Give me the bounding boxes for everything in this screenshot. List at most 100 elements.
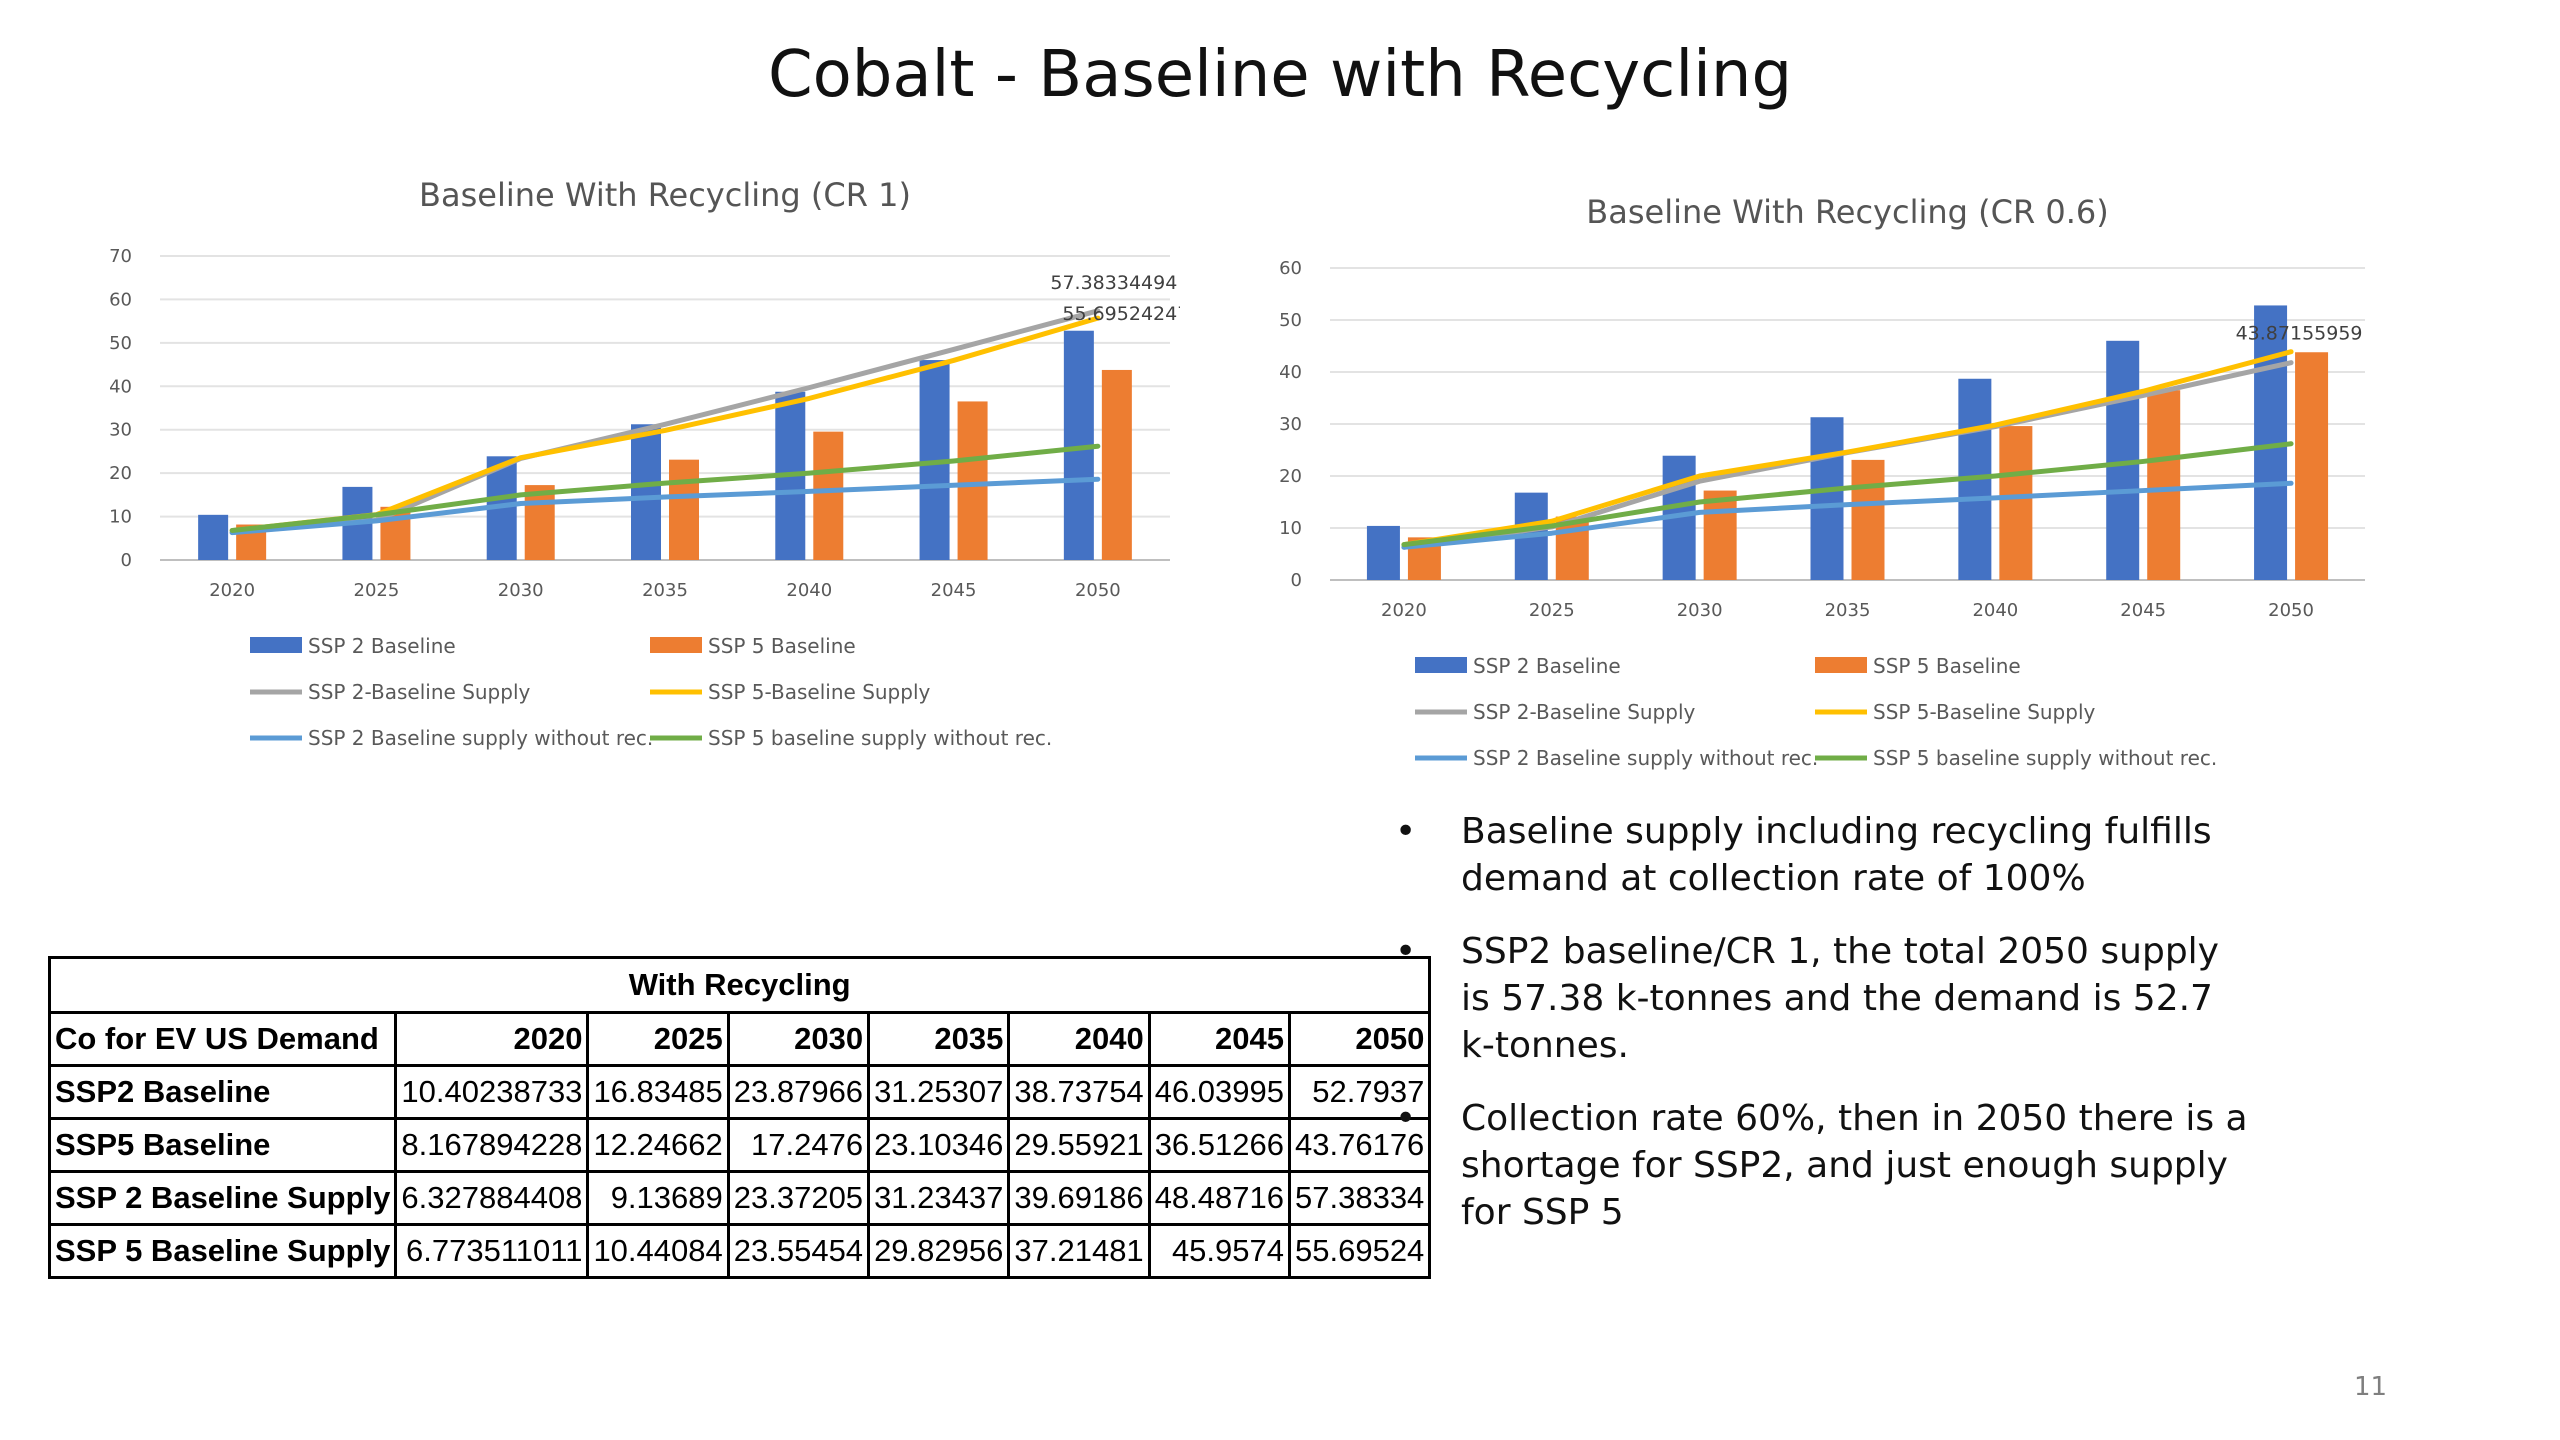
- table-row: SSP5 Baseline 8.167894228 12.24662 17.2476 2…: [47, 1117, 1432, 1173]
- table-header-year: 2045: [1147, 1011, 1292, 1067]
- bullet-text: SSP2 baseline/CR 1, the total 2050 suppl…: [1461, 931, 2219, 1066]
- table-cell: 8.167894228: [394, 1117, 590, 1173]
- table-header-year: 2025: [586, 1011, 730, 1067]
- table-cell: 36.51266: [1147, 1117, 1292, 1173]
- bullet-marker: •: [1395, 1098, 1417, 1139]
- table-header-row: Co for EV US Demand 2020 2025 2030 2035 2040 2…: [47, 1011, 1432, 1067]
- y-tick-label: 60: [109, 289, 132, 310]
- table-cell: 29.82956: [867, 1223, 1011, 1279]
- legend-label: SSP 2 Baseline supply without rec.: [308, 726, 653, 750]
- y-tick-label: 60: [1279, 258, 1302, 279]
- table-header-year: 2035: [867, 1011, 1011, 1067]
- series-line: [1401, 441, 2294, 548]
- y-tick-label: 0: [1291, 570, 1302, 591]
- legend-label: SSP 2-Baseline Supply: [1473, 700, 1696, 724]
- bar: [1101, 369, 1132, 560]
- bar: [198, 514, 229, 560]
- data-label: 57.38334494: [1050, 272, 1177, 294]
- bar: [631, 424, 661, 560]
- bullet-list: • Baseline supply including recycling ful…: [1395, 808, 2255, 1262]
- y-tick-label: 30: [1279, 414, 1302, 435]
- legend-swatch: [1415, 657, 1467, 673]
- bullet-text: Baseline supply including recycling fulf…: [1461, 811, 2212, 899]
- table-cell: 23.10346: [867, 1117, 1011, 1173]
- table-row-label: SSP2 Baseline: [47, 1064, 398, 1120]
- legend-label: SSP 5 Baseline: [708, 634, 856, 658]
- y-tick-label: 30: [109, 420, 132, 441]
- table-cell: 38.73754: [1007, 1064, 1151, 1120]
- slide-title: Cobalt - Baseline with Recycling: [767, 38, 1793, 112]
- y-tick-label: 70: [109, 246, 132, 267]
- bar: [524, 485, 555, 560]
- data-label: 55.69524247: [1062, 303, 1180, 325]
- bullet-marker: •: [1395, 931, 1417, 972]
- table-row-label: SSP 5 Baseline Supply: [47, 1223, 398, 1279]
- table-cell: 6.327884408: [394, 1170, 590, 1226]
- table-cell: 55.69524: [1287, 1223, 1432, 1279]
- table-header-year: 2020: [394, 1011, 590, 1067]
- y-tick-label: 20: [1279, 466, 1302, 487]
- table-cell: 23.87966: [726, 1064, 871, 1120]
- legend-swatch: [650, 637, 702, 653]
- x-tick-label: 2045: [931, 580, 977, 601]
- bar: [669, 459, 699, 560]
- legend-swatch: [1815, 657, 1867, 673]
- legend-swatch: [250, 637, 302, 653]
- table-row: SSP2 Baseline 10.40238733 16.83485 23.87966…: [47, 1064, 1432, 1120]
- table-cell: 29.55921: [1007, 1117, 1151, 1173]
- legend-label: SSP 2 Baseline supply without rec.: [1473, 746, 1818, 770]
- bullet-item: • Collection rate 60%, then in 2050 there…: [1395, 1095, 2255, 1236]
- x-tick-label: 2025: [1529, 600, 1575, 621]
- table-row: SSP 5 Baseline Supply 6.773511011 10.44084…: [47, 1223, 1432, 1279]
- table-cell: 16.83485: [586, 1064, 730, 1120]
- bar: [1999, 426, 2033, 580]
- x-tick-label: 2040: [786, 580, 832, 601]
- legend-label: SSP 2 Baseline: [308, 634, 456, 658]
- x-tick-label: 2050: [2268, 600, 2314, 621]
- table-cell: 57.38334: [1287, 1170, 1432, 1226]
- legend-label: SSP 5-Baseline Supply: [708, 680, 931, 704]
- legend-label: SSP 5 baseline supply without rec.: [1873, 746, 2217, 770]
- y-tick-label: 10: [109, 507, 132, 528]
- table-row-label: SSP5 Baseline: [47, 1117, 398, 1173]
- table-cell: 37.21481: [1007, 1223, 1151, 1279]
- bullet-marker: •: [1395, 811, 1417, 852]
- table-header-year: 2050: [1287, 1011, 1432, 1067]
- x-tick-label: 2035: [642, 580, 688, 601]
- table-cell: 46.03995: [1147, 1064, 1292, 1120]
- y-tick-label: 40: [1279, 362, 1302, 383]
- x-tick-label: 2045: [2120, 600, 2166, 621]
- bar: [1810, 417, 1844, 580]
- x-tick-label: 2050: [1075, 580, 1121, 601]
- table-header-year: 2040: [1007, 1011, 1151, 1067]
- bar: [957, 401, 988, 560]
- bullet-item: • Baseline supply including recycling ful…: [1395, 808, 2255, 902]
- table-row-label: SSP 2 Baseline Supply: [47, 1170, 398, 1226]
- data-label: 43.87155959: [2236, 323, 2363, 345]
- series-line: [1401, 480, 2294, 550]
- table-cell: 43.76176: [1287, 1117, 1432, 1173]
- chart-cr06-svg: Baseline With Recycling (CR 0.6)01020304…: [1279, 193, 2365, 770]
- y-tick-label: 20: [109, 463, 132, 484]
- y-tick-label: 50: [109, 333, 132, 354]
- y-tick-label: 40: [109, 376, 132, 397]
- legend-label: SSP 5 Baseline: [1873, 654, 2021, 678]
- table-cell: 6.773511011: [394, 1223, 590, 1279]
- table-cell: 23.37205: [726, 1170, 871, 1226]
- bar: [1851, 459, 1885, 580]
- x-tick-label: 2020: [209, 580, 255, 601]
- legend-label: SSP 2-Baseline Supply: [308, 680, 531, 704]
- table-cell: 48.48716: [1147, 1170, 1292, 1226]
- series-line: [1401, 349, 2294, 548]
- table-header-label: Co for EV US Demand: [47, 1011, 398, 1067]
- series-line: [229, 476, 1101, 536]
- legend-label: SSP 2 Baseline: [1473, 654, 1621, 678]
- x-tick-label: 2025: [354, 580, 400, 601]
- x-tick-label: 2030: [498, 580, 544, 601]
- table-header-year: 2030: [726, 1011, 871, 1067]
- chart-title: Baseline With Recycling (CR 0.6): [1586, 193, 2108, 231]
- chart-cr06: Baseline With Recycling (CR 0.6) 0 10 20 30 4…: [1250, 180, 2400, 780]
- table-cell: 39.69186: [1007, 1170, 1151, 1226]
- bar: [2147, 390, 2181, 580]
- y-tick-label: 0: [121, 550, 132, 571]
